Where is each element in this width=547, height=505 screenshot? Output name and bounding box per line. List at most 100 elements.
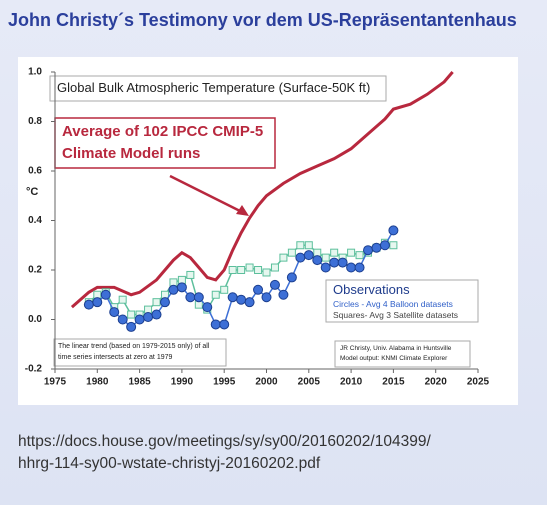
- data-point: [211, 290, 220, 299]
- data-point: [185, 292, 196, 303]
- data-point: [389, 241, 398, 250]
- data-point: [379, 240, 390, 251]
- data-point: [254, 266, 263, 274]
- data-point: [100, 289, 111, 300]
- url-line: hhrg-114-sy00-wstate-christyj-20160202.p…: [18, 455, 321, 472]
- data-point: [193, 292, 204, 303]
- x-tick-label: 1990: [171, 377, 194, 388]
- x-tick-label: 2025: [467, 377, 490, 388]
- x-tick-label: 2020: [425, 377, 448, 388]
- data-point: [83, 299, 94, 310]
- arrow-head: [236, 205, 249, 216]
- credit: JR Christy, Univ. Alabama in Huntsville M…: [340, 344, 451, 364]
- data-point: [287, 248, 296, 257]
- annotation: Average of 102 IPCC CMIP-5 Climate Model…: [62, 123, 264, 162]
- y-tick-label: 1.0: [28, 67, 42, 78]
- data-point: [220, 285, 229, 294]
- x-tick-label: 2015: [382, 377, 405, 388]
- note-box: [53, 338, 227, 367]
- y-tick-label: -0.2: [25, 364, 43, 375]
- x-tick-label: 1980: [86, 377, 109, 388]
- url-line: https://docs.house.gov/meetings/sy/sy00/…: [18, 433, 431, 450]
- slide-title: John Christy´s Testimony vor dem US-Repr…: [8, 10, 517, 30]
- data-point: [134, 314, 145, 325]
- data-point: [320, 262, 331, 273]
- data-point: [237, 266, 246, 274]
- y-tick-label: 0.0: [28, 314, 42, 325]
- data-point: [117, 314, 128, 325]
- data-point: [286, 272, 297, 283]
- data-point: [337, 257, 348, 268]
- x-tick-label: 1995: [213, 377, 236, 388]
- data-point: [109, 307, 120, 318]
- legend-entry: Circles - Avg 4 Balloon datasets: [333, 299, 453, 309]
- data-point: [261, 292, 272, 303]
- data-point: [227, 292, 238, 303]
- x-tick-label: 1975: [44, 377, 67, 388]
- data-point: [262, 268, 271, 277]
- x-tick-label: 1985: [128, 377, 151, 388]
- data-point: [330, 248, 339, 257]
- data-point: [329, 257, 340, 268]
- y-tick-label: 0.4: [28, 215, 42, 226]
- data-point: [168, 284, 179, 295]
- data-point: [126, 321, 137, 332]
- chart-title: Global Bulk Atmospheric Temperature (Sur…: [57, 80, 371, 95]
- credit-box: [334, 340, 471, 368]
- data-point: [346, 262, 357, 273]
- legend-title: Observations: [333, 282, 410, 297]
- data-point: [304, 241, 313, 250]
- data-point: [244, 297, 255, 308]
- series-line: [70, 71, 454, 309]
- data-point: [354, 262, 365, 273]
- data-point: [151, 309, 162, 320]
- data-point: [355, 251, 364, 260]
- y-tick-label: 0.2: [28, 265, 42, 276]
- data-point: [371, 242, 382, 253]
- annotation-arrow: [169, 174, 245, 215]
- data-point: [143, 312, 154, 323]
- x-tick-label: 2005: [298, 377, 321, 388]
- data-point: [363, 245, 374, 256]
- data-point: [210, 319, 221, 330]
- data-point: [228, 266, 237, 274]
- annotation-box: [54, 117, 276, 169]
- data-point: [118, 295, 127, 304]
- x-tick-label: 2000: [255, 377, 278, 388]
- legend-entry: Squares- Avg 3 Satellite datasets: [333, 310, 459, 320]
- credit-line: JR Christy, Univ. Alabama in Huntsville: [340, 345, 452, 352]
- data-point: [321, 253, 330, 262]
- data-point: [269, 279, 280, 290]
- data-point: [253, 284, 264, 295]
- data-point: [347, 248, 356, 257]
- data-point: [296, 241, 305, 250]
- y-tick-label: 0.6: [28, 166, 42, 177]
- title-box: [49, 75, 387, 102]
- data-point: [202, 302, 213, 313]
- data-point: [236, 294, 247, 305]
- data-point: [279, 253, 288, 262]
- x-tick-label: 2010: [340, 377, 363, 388]
- source-url: https://docs.house.gov/meetings/sy/sy00/…: [18, 431, 431, 475]
- data-point: [295, 252, 306, 263]
- note: The linear trend (based on 1979-2015 onl…: [58, 343, 210, 361]
- y-axis-label: °C: [26, 186, 39, 198]
- data-point: [159, 297, 170, 308]
- data-point: [127, 310, 136, 319]
- data-point: [186, 270, 195, 279]
- data-point: [270, 263, 279, 272]
- data-point: [92, 297, 103, 308]
- data-point: [312, 255, 323, 266]
- legend-box: [325, 279, 479, 323]
- data-point: [303, 250, 314, 261]
- data-point: [176, 282, 187, 293]
- data-point: [152, 298, 161, 307]
- data-point: [219, 319, 230, 330]
- data-point: [278, 289, 289, 300]
- y-tick-label: 0.8: [28, 116, 42, 127]
- data-point: [388, 225, 399, 236]
- credit-line: Model output: KNMI Climate Explorer: [340, 355, 448, 362]
- data-point: [245, 263, 254, 272]
